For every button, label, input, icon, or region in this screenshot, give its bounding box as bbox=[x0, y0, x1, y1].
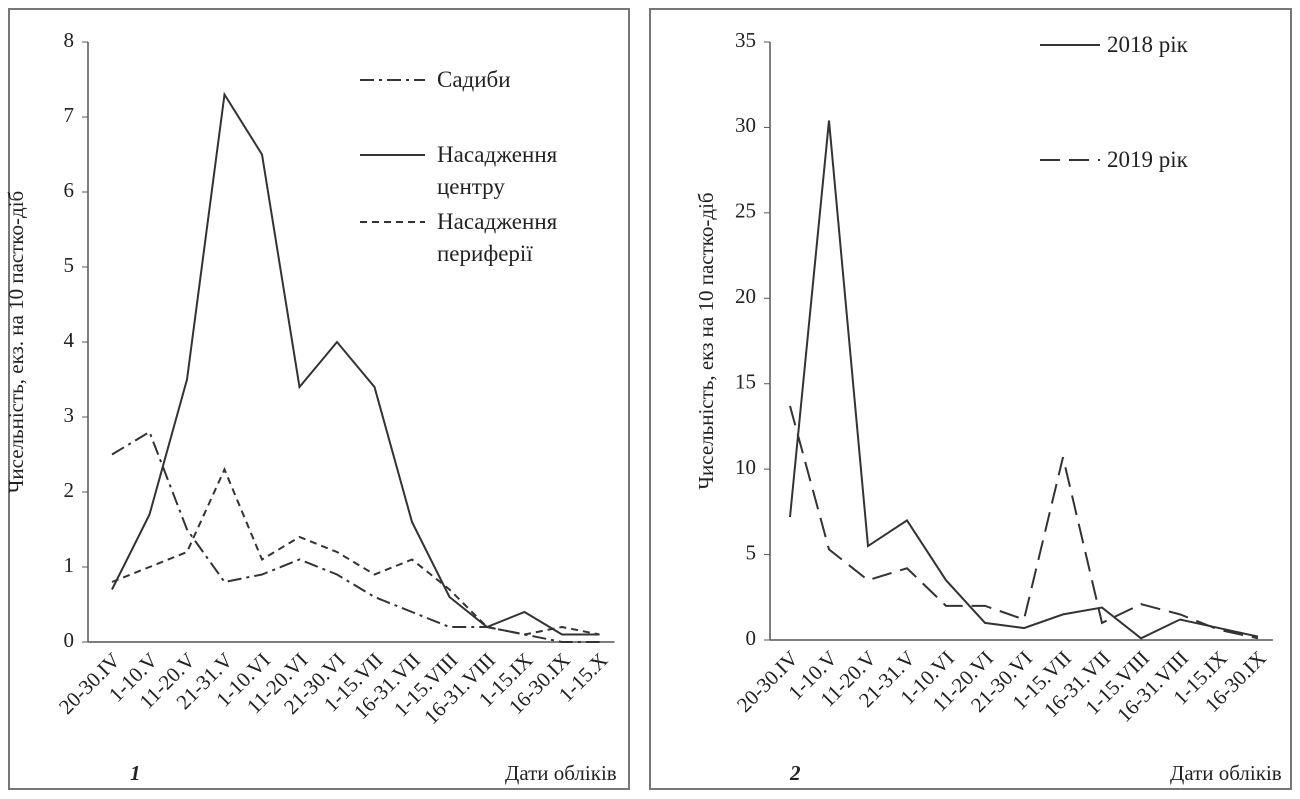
y-tick-label: 1 bbox=[64, 553, 75, 577]
legend-item: Насадження периферії bbox=[437, 209, 558, 266]
legend-label: Садиби bbox=[437, 67, 511, 92]
x-axis-label: Дати обліків bbox=[505, 761, 617, 785]
y-tick-label: 8 bbox=[64, 28, 75, 52]
series-line bbox=[111, 430, 600, 643]
y-tick-label: 2 bbox=[64, 478, 75, 502]
panel-frame bbox=[8, 8, 630, 790]
y-tick-label: 25 bbox=[735, 199, 756, 223]
y-tick-label: 10 bbox=[735, 455, 756, 479]
legend-label: Насадження периферії bbox=[437, 209, 558, 266]
legend-label: Насадження центру bbox=[437, 142, 558, 199]
legend-item: Насадження центру bbox=[437, 142, 558, 199]
y-tick-label: 3 bbox=[64, 403, 75, 427]
legend-label: 2019 рік bbox=[1107, 147, 1188, 172]
legend-item: 2019 рік bbox=[1107, 147, 1188, 172]
y-tick-label: 6 bbox=[64, 178, 75, 202]
y-tick-label: 5 bbox=[64, 253, 75, 277]
series-line bbox=[789, 405, 1259, 640]
y-axis-label: Чисельність, екз. на 10 пастко-діб bbox=[4, 191, 28, 493]
y-tick-label: 0 bbox=[64, 628, 75, 652]
y-tick-label: 35 bbox=[735, 28, 756, 52]
x-axis-label: Дати обліків bbox=[1170, 761, 1282, 785]
series-line bbox=[789, 120, 1259, 640]
y-tick-label: 5 bbox=[746, 540, 757, 564]
legend-item: 2018 рік bbox=[1107, 32, 1188, 57]
y-tick-label: 4 bbox=[64, 328, 75, 352]
panel-label: 2 bbox=[789, 761, 801, 785]
legend-item: Садиби bbox=[437, 67, 511, 92]
y-tick-label: 7 bbox=[64, 103, 75, 127]
y-tick-label: 0 bbox=[746, 626, 757, 650]
y-axis-label: Чисельність, екз на 10 пастко-діб bbox=[694, 192, 718, 489]
legend-label: 2018 рік bbox=[1107, 32, 1188, 57]
y-tick-label: 15 bbox=[735, 370, 756, 394]
series-line bbox=[111, 466, 600, 636]
panel-label: 1 bbox=[130, 761, 141, 785]
series-line bbox=[111, 91, 600, 636]
panel-frame bbox=[649, 8, 1292, 790]
y-tick-label: 30 bbox=[735, 113, 756, 137]
y-tick-label: 20 bbox=[735, 284, 756, 308]
